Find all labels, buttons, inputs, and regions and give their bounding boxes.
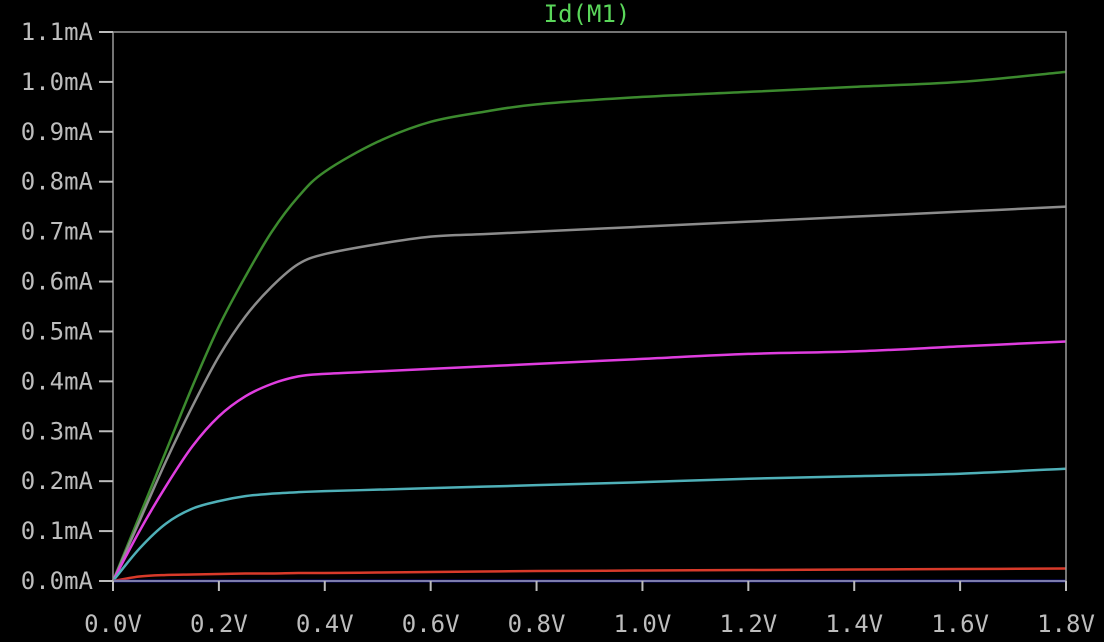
series-line-3 (111, 340, 1067, 582)
x-tick-label: 0.8V (508, 610, 566, 638)
x-tick-label: 0.2V (190, 610, 248, 638)
x-tick-label: 1.0V (614, 610, 672, 638)
y-tick-label: 0.7mA (21, 218, 94, 246)
chart-title: Id(M1) (544, 0, 631, 28)
y-tick-label: 0.8mA (21, 168, 94, 196)
x-tick-label: 0.4V (296, 610, 354, 638)
y-tick-label: 0.9mA (21, 118, 94, 146)
x-tick-label: 1.2V (719, 610, 777, 638)
y-tick-label: 0.1mA (21, 517, 94, 545)
y-axis: 0.0mA 0.1mA 0.2mA 0.3mA 0.4mA 0.5mA 0.6mA 0.7mA… (21, 18, 113, 595)
y-tick-label: 0.2mA (21, 467, 94, 495)
y-tick-label: 1.0mA (21, 68, 94, 96)
x-tick-label: 0.0V (84, 610, 142, 638)
y-tick-label: 1.1mA (21, 18, 94, 46)
series-line-5 (112, 567, 1067, 583)
plot-frame (112, 31, 1067, 582)
y-tick-label: 0.0mA (21, 567, 94, 595)
y-tick-label: 0.5mA (21, 317, 94, 345)
series-layer (111, 70, 1067, 583)
x-tick-label: 1.6V (931, 610, 989, 638)
series-line-1 (111, 70, 1067, 582)
x-axis: 0.0V 0.2V 0.4V 0.6V 0.8V 1.0V 1.2V 1.4V 1.6V 1.8V (84, 581, 1095, 638)
y-tick-label: 0.3mA (21, 417, 94, 445)
series-line-2 (111, 205, 1067, 582)
x-tick-label: 1.8V (1037, 610, 1095, 638)
x-tick-label: 1.4V (825, 610, 883, 638)
series-line-4 (112, 467, 1067, 582)
y-tick-label: 0.4mA (21, 367, 94, 395)
y-tick-label: 0.6mA (21, 268, 94, 296)
x-tick-label: 0.6V (402, 610, 460, 638)
